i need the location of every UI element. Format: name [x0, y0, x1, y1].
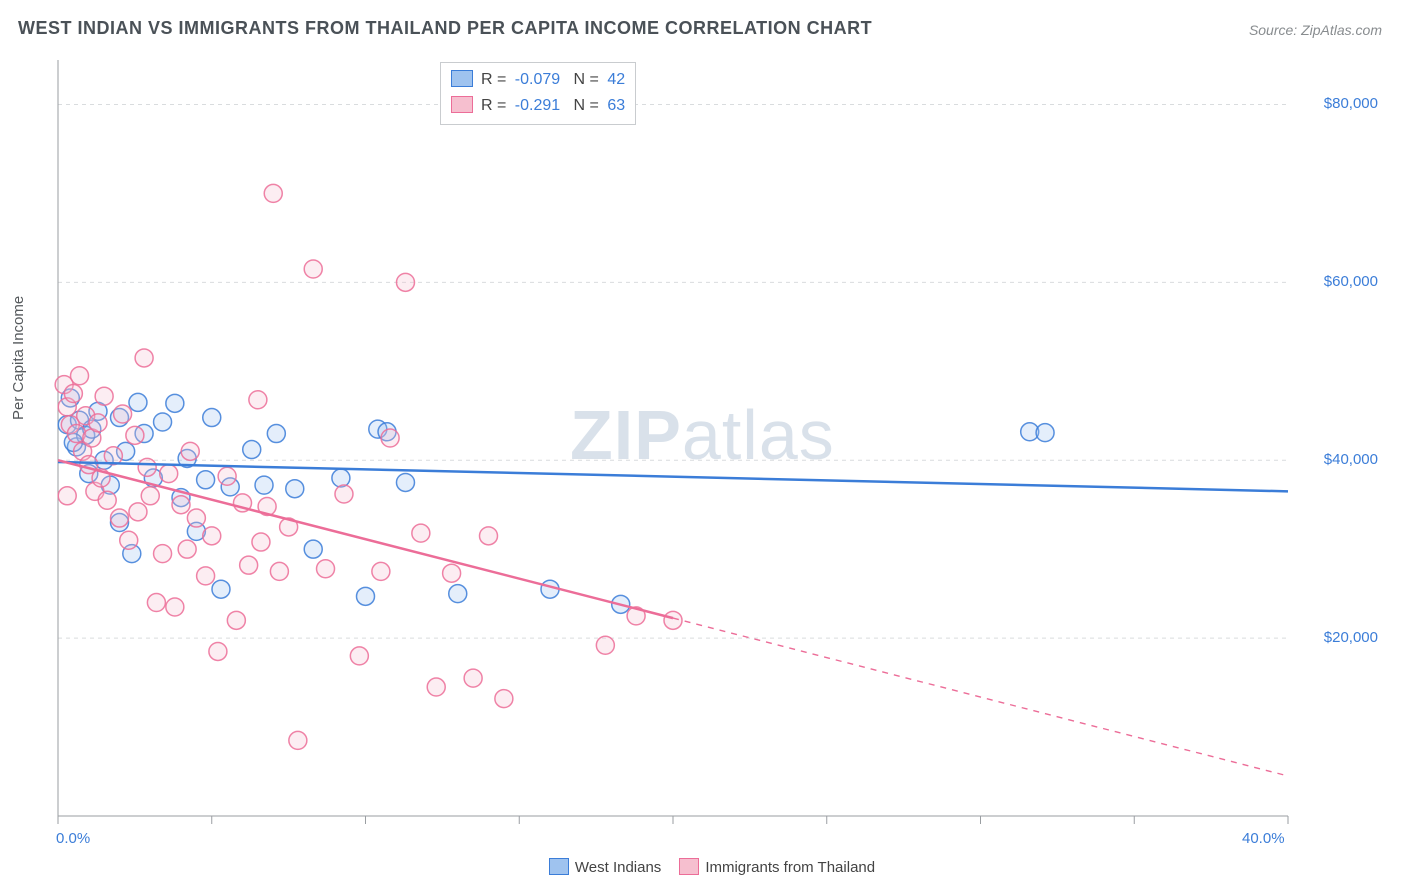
- correlation-scatter-chart: [48, 56, 1368, 846]
- legend-swatch: [679, 858, 699, 875]
- source-attribution: Source: ZipAtlas.com: [1249, 22, 1382, 38]
- stats-legend-row: R = -0.079 N = 42: [451, 67, 625, 93]
- series-legend: West Indians Immigrants from Thailand: [0, 858, 1406, 876]
- legend-label: Immigrants from Thailand: [705, 859, 875, 876]
- y-axis-label: Per Capita Income: [10, 296, 27, 420]
- legend-swatch: [549, 858, 569, 875]
- x-tick-label: 40.0%: [1242, 830, 1285, 847]
- chart-title: WEST INDIAN VS IMMIGRANTS FROM THAILAND …: [18, 18, 872, 39]
- y-tick-label: $20,000: [1324, 629, 1378, 646]
- y-tick-label: $60,000: [1324, 273, 1378, 290]
- y-tick-label: $40,000: [1324, 451, 1378, 468]
- legend-label: West Indians: [575, 859, 661, 876]
- y-tick-label: $80,000: [1324, 95, 1378, 112]
- stats-legend-row: R = -0.291 N = 63: [451, 93, 625, 119]
- stats-legend: R = -0.079 N = 42R = -0.291 N = 63: [440, 62, 636, 125]
- x-tick-label: 0.0%: [56, 830, 90, 847]
